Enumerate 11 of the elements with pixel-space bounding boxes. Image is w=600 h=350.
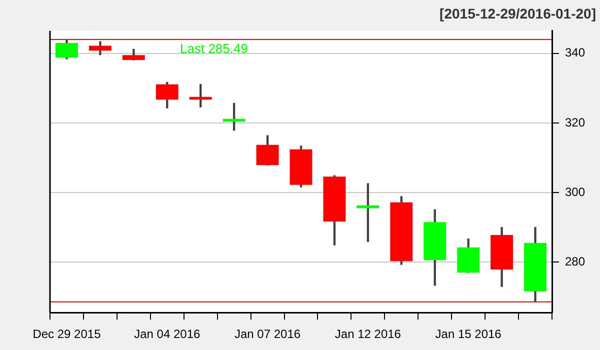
y-tick-label: 280 [565,254,586,268]
x-tick-label: Jan 04 2016 [134,327,200,342]
y-tick-label: 300 [565,184,586,199]
y-tick-label: 340 [565,46,586,60]
x-tick-label: Dec 29 2015 [32,327,102,342]
chart-title: [2015-12-29/2016-01-20] [440,5,596,22]
annotation: Last 285.49 [180,40,248,56]
x-tick-label: Jan 15 2016 [435,327,502,342]
x-tick-label: Jan 07 2016 [234,327,301,342]
y-tick-label: 320 [565,115,586,130]
x-tick-label: Jan 12 2016 [334,327,402,342]
